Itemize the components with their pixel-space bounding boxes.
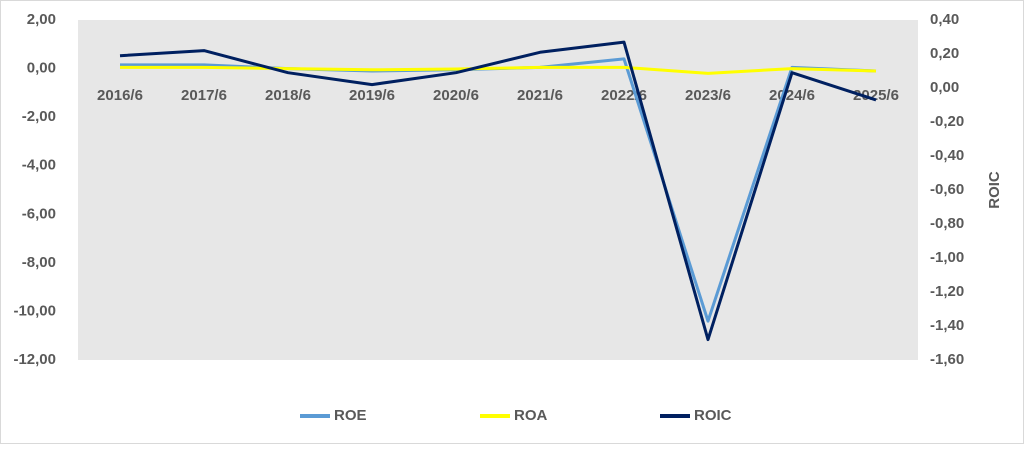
y2-tick-label: -0,60 bbox=[930, 181, 964, 198]
x-tick-label: 2016/6 bbox=[97, 87, 143, 104]
y2-tick-label: -0,40 bbox=[930, 147, 964, 164]
y2-tick-label: -0,20 bbox=[930, 113, 964, 130]
y2-tick-label: -1,40 bbox=[930, 317, 964, 334]
y-tick-label: -10,00 bbox=[13, 302, 56, 319]
y2-tick-label: 0,20 bbox=[930, 45, 959, 62]
y2-tick-label: 0,00 bbox=[930, 79, 959, 96]
x-tick-label: 2019/6 bbox=[349, 87, 395, 104]
line-series bbox=[119, 40, 877, 342]
x-tick-label: 2025/6 bbox=[853, 87, 899, 104]
y2-tick-label: -1,20 bbox=[930, 283, 964, 300]
y-tick-label: 0,00 bbox=[27, 60, 56, 77]
y-tick-label: -6,00 bbox=[22, 205, 56, 222]
y2-tick-label: 0,40 bbox=[930, 11, 959, 28]
y-tick-label: -12,00 bbox=[13, 351, 56, 368]
legend-label: ROE bbox=[334, 407, 367, 424]
x-tick-label: 2024/6 bbox=[769, 87, 815, 104]
x-tick-label: 2020/6 bbox=[433, 87, 479, 104]
x-tick-label: 2018/6 bbox=[265, 87, 311, 104]
line-series bbox=[120, 65, 877, 75]
y2-tick-label: -1,60 bbox=[930, 351, 964, 368]
y-tick-label: 2,00 bbox=[27, 11, 56, 28]
y2-tick-label: -1,00 bbox=[930, 249, 964, 266]
legend-label: ROIC bbox=[694, 407, 732, 424]
x-tick-label: 2017/6 bbox=[181, 87, 227, 104]
y-tick-label: -2,00 bbox=[22, 108, 56, 125]
x-tick-label: 2023/6 bbox=[685, 87, 731, 104]
y-tick-label: -4,00 bbox=[22, 157, 56, 174]
x-tick-label: 2021/6 bbox=[517, 87, 563, 104]
y2-tick-label: -0,80 bbox=[930, 215, 964, 232]
plot-area bbox=[78, 20, 918, 360]
legend-label: ROA bbox=[514, 407, 548, 424]
y2-axis-label: ROIC bbox=[986, 171, 1003, 209]
y-tick-label: -8,00 bbox=[22, 254, 56, 271]
